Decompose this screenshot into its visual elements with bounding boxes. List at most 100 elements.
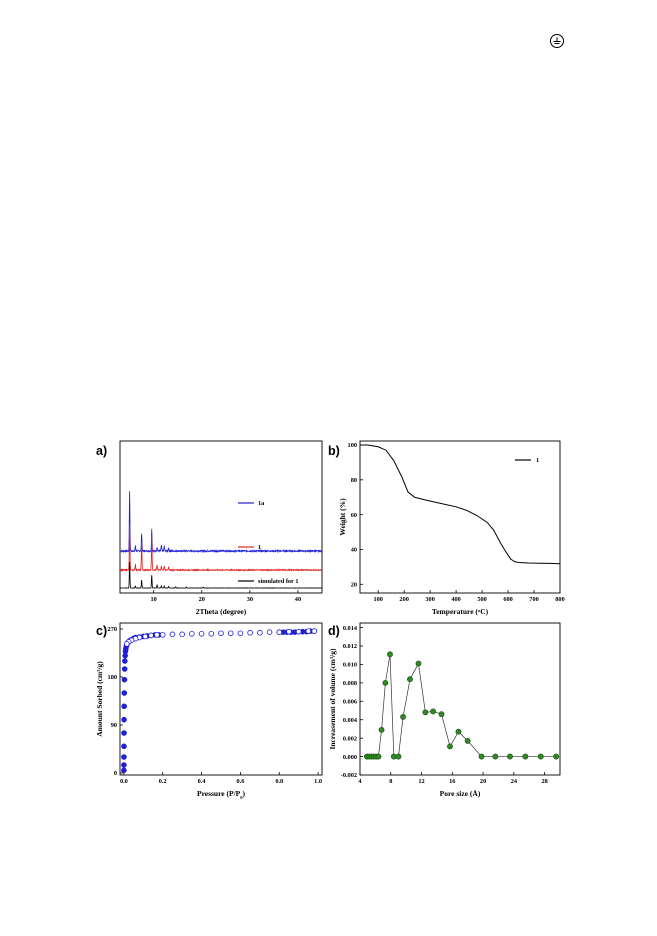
panel-d-point bbox=[378, 726, 385, 733]
panel-a-letter: a) bbox=[96, 444, 107, 458]
panel-b-xtick-label: 400 bbox=[451, 596, 460, 603]
panel-b-ticks: 100 200 300 400 500 600 700 800 20 40 60 80 100 bbox=[348, 442, 565, 603]
panel-c-ytick-label: 0 bbox=[114, 770, 117, 777]
panel-b: b) 100 200 300 400 500 600 700 800 20 40 60 80 100 1… bbox=[328, 440, 565, 616]
panel-c-desorption-point bbox=[276, 629, 283, 636]
panel-d-ytick-label: 0.002 bbox=[343, 735, 357, 742]
panel-b-xlabel: Temperature (oC) bbox=[432, 607, 489, 616]
panel-c-desorption-point bbox=[218, 630, 224, 637]
panel-d-point bbox=[464, 738, 471, 744]
panel-c-desorption-point bbox=[295, 628, 302, 635]
panel-b-legend-label: 1 bbox=[536, 457, 539, 464]
panel-c-desorption-point bbox=[179, 631, 185, 638]
panel-c-xlabel-sub: 0 bbox=[240, 795, 243, 800]
panel-c-xtick-label: 1.0 bbox=[314, 778, 322, 785]
panel-d-ticks: 4 8 12 16 20 24 28 -0.002 0.000 0.002 0.004 0.006 0.… bbox=[341, 625, 548, 785]
panel-a-series-2 bbox=[119, 524, 323, 572]
panel-c-desorption-point bbox=[286, 628, 292, 635]
panel-c-desorption-point bbox=[142, 633, 149, 640]
panel-a-legend-label: 1a bbox=[258, 500, 265, 507]
panel-c-letter: c) bbox=[96, 624, 107, 638]
panel-d-ytick-label: 0.014 bbox=[343, 625, 358, 632]
panel-b-legend: 1 bbox=[515, 457, 539, 464]
panel-c-ytick-label: 180 bbox=[108, 674, 117, 681]
panel-d-xlabel: Pore size (Å) bbox=[440, 789, 481, 798]
panel-d-point bbox=[407, 676, 413, 683]
panel-a-plot bbox=[119, 491, 323, 589]
panel-c-adsorption-point bbox=[121, 716, 127, 723]
panel-b-ytick-label: 40 bbox=[351, 547, 357, 554]
panel-c-desorption-point bbox=[198, 631, 205, 637]
panel-b-series-1 bbox=[360, 444, 561, 565]
panel-b-xtick-label: 700 bbox=[529, 596, 538, 603]
panel-d-point bbox=[387, 651, 393, 658]
panel-d-point bbox=[382, 679, 389, 686]
panel-a-xtick-label: 20 bbox=[199, 596, 205, 603]
panel-a-xtick-label: 10 bbox=[151, 596, 157, 603]
panel-a-xticks: 10 20 30 40 bbox=[151, 590, 301, 603]
panel-d-ytick-label: 0.004 bbox=[343, 717, 358, 724]
panel-d-ytick-label: 0.000 bbox=[343, 754, 357, 761]
panel-d-point bbox=[492, 753, 499, 760]
panel-d-point bbox=[422, 709, 429, 716]
panel-b-plot bbox=[360, 444, 561, 565]
panel-b-ytick-label: 20 bbox=[351, 581, 357, 588]
panel-b-ytick-label: 60 bbox=[351, 512, 357, 519]
panel-c-adsorption-point bbox=[121, 754, 127, 760]
panel-d-letter: d) bbox=[328, 624, 340, 638]
panel-d-xtick-label: 12 bbox=[418, 778, 424, 785]
panel-d-xtick-label: 28 bbox=[541, 778, 547, 785]
panel-a-xtick-label: 40 bbox=[295, 596, 301, 603]
panel-d-plot bbox=[364, 651, 560, 760]
panel-c-desorption-point bbox=[148, 632, 154, 639]
panel-d-point bbox=[395, 753, 402, 760]
panel-c-desorption-point bbox=[189, 631, 195, 637]
panel-b-xtick-label: 300 bbox=[425, 596, 434, 603]
panel-a-legend-label: 1 bbox=[258, 544, 261, 551]
panel-d-series-line bbox=[366, 654, 557, 757]
panel-b-xtick-label: 800 bbox=[555, 596, 564, 603]
panel-d-point bbox=[430, 708, 436, 715]
panel-c-desorption-point bbox=[247, 629, 253, 636]
panel-c-frame bbox=[119, 622, 323, 776]
panel-d-ytick-label: 0.010 bbox=[343, 662, 357, 669]
panel-d-xtick-label: 8 bbox=[389, 778, 392, 785]
panel-c-xlabel: Pressure (P/P0) bbox=[197, 789, 246, 800]
panel-d-point bbox=[447, 743, 453, 750]
panel-a-series-3 bbox=[119, 561, 323, 589]
panel-d-ytick-label: 0.006 bbox=[343, 699, 357, 706]
panel-d-xtick-label: 4 bbox=[358, 778, 362, 785]
panel-c-desorption-point bbox=[257, 629, 263, 636]
panel-a-series-1 bbox=[119, 491, 323, 554]
panel-c-adsorption-point bbox=[121, 703, 127, 710]
panel-c-ytick-label: 270 bbox=[108, 626, 117, 633]
panel-b-ytick-label: 100 bbox=[348, 442, 357, 449]
panel-a-frame bbox=[119, 440, 323, 594]
panel-c-xtick-label: 0.6 bbox=[236, 778, 244, 785]
panel-d-point bbox=[455, 728, 462, 735]
panel-c-adsorption-point bbox=[121, 666, 128, 672]
panel-d: d) 4 8 12 16 20 24 28 -0.002 0.000 0.002 0.004 0.00… bbox=[328, 622, 561, 798]
panel-d-point bbox=[522, 753, 529, 760]
panel-d-point bbox=[415, 660, 422, 667]
panel-c-adsorption-point bbox=[121, 690, 128, 696]
publisher-logo-icon bbox=[550, 34, 564, 48]
panel-c-desorption-point bbox=[159, 632, 166, 638]
panel-b-xtick-label: 600 bbox=[503, 596, 512, 603]
panel-c: c) 0.0 0.2 0.4 0.6 0.8 1.0 0 90 180 270 Pressure … bbox=[95, 622, 323, 800]
panel-c-ticks: 0.0 0.2 0.4 0.6 0.8 1.0 0 90 180 270 bbox=[108, 626, 323, 785]
panel-d-xtick-label: 16 bbox=[449, 778, 455, 785]
panel-a-legend-label: simulated for 1 bbox=[258, 578, 298, 585]
panel-c-adsorption-point bbox=[121, 676, 128, 683]
panel-c-xtick-label: 0.8 bbox=[275, 778, 283, 785]
panel-d-point bbox=[438, 711, 445, 718]
panel-d-point bbox=[537, 753, 544, 760]
panel-c-ylabel: Amount Sorbed (cm3/g) bbox=[95, 661, 104, 737]
panel-d-ylabel-sup: 3 bbox=[329, 656, 334, 659]
panel-c-adsorption-point bbox=[121, 762, 127, 768]
panel-c-xtick-label: 0.0 bbox=[120, 778, 128, 785]
panel-c-desorption-point bbox=[311, 628, 318, 634]
panel-c-desorption-point bbox=[123, 641, 130, 647]
panel-c-desorption-point bbox=[169, 631, 176, 638]
